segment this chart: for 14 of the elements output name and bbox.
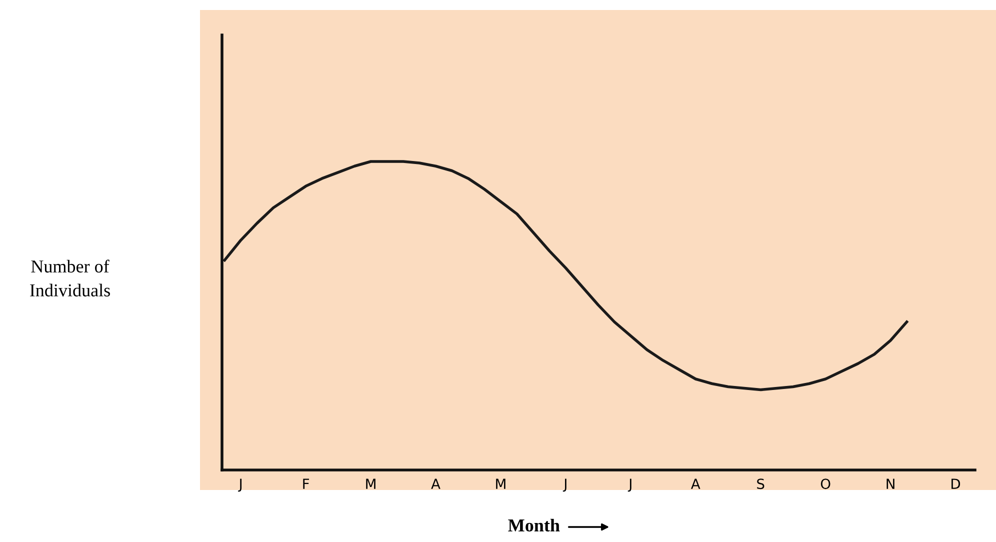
x-tick-label: F xyxy=(303,478,309,489)
x-tick-label: J xyxy=(628,478,632,492)
x-tick-label: O xyxy=(820,478,830,490)
x-tick-label: A xyxy=(431,478,440,489)
text: Number of Individuals xyxy=(30,260,110,296)
x-tick-label: M xyxy=(496,478,506,489)
x-tick-label: S xyxy=(757,478,764,490)
x-axis-title: Month xyxy=(508,518,560,532)
x-tick-label: A xyxy=(690,478,700,489)
x-tick-label: M xyxy=(366,478,376,489)
x-tick-label: J xyxy=(238,478,242,492)
x-tick-label: D xyxy=(952,478,960,489)
x-tick-label: J xyxy=(562,478,566,492)
x-tick-label: N xyxy=(886,478,894,489)
